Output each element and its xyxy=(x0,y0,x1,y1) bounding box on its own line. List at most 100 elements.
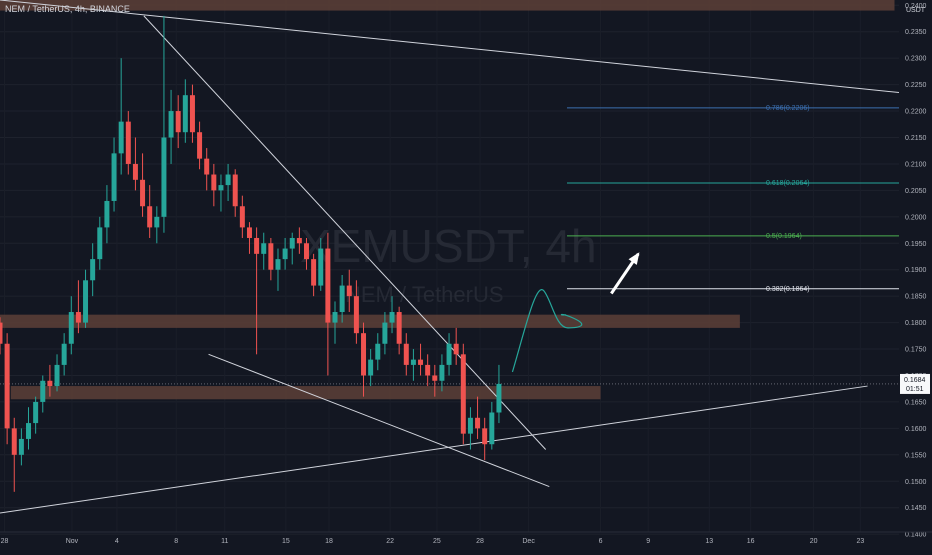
price-tick-label: 0.2300 xyxy=(905,56,927,63)
trendline-descending xyxy=(143,15,547,450)
candle-body xyxy=(18,438,24,455)
candle-body xyxy=(304,243,309,260)
watermark-symbol: XEMUSDT, 4h xyxy=(300,220,597,272)
candle-body xyxy=(61,343,67,365)
bullish-arrow-head xyxy=(628,252,640,265)
sr-zone xyxy=(0,314,740,328)
candle-body xyxy=(204,158,210,175)
candle-body xyxy=(246,227,252,238)
candle-body xyxy=(425,364,431,376)
time-tick-label: 18 xyxy=(325,538,333,545)
candle-body xyxy=(97,227,103,260)
last-price-tag-background xyxy=(900,373,930,394)
fib-level-label: 0.382(0.1864) xyxy=(766,286,810,293)
countdown-value: 01:51 xyxy=(906,386,924,393)
price-axis[interactable]: USDT 0.2400 0.2350 0.2300 0.2250 0.2200 0.215… xyxy=(899,0,932,539)
price-tick-label: 0.2150 xyxy=(905,135,927,142)
time-tick-label: 15 xyxy=(282,538,290,545)
candle-body xyxy=(197,132,203,159)
trendline-layer xyxy=(0,0,900,514)
time-tick-label: 23 xyxy=(856,538,864,545)
price-tick-label: 0.2200 xyxy=(905,109,927,116)
time-tick-label: 13 xyxy=(705,538,713,545)
candle-body xyxy=(311,259,317,286)
sr-zone xyxy=(0,0,895,11)
candle-body xyxy=(68,312,74,344)
price-axis-background xyxy=(899,0,932,532)
time-tick-label: Nov xyxy=(66,538,79,545)
candle-body xyxy=(125,121,131,164)
watermark-subtitle: NEM / TetherUS xyxy=(345,282,504,307)
price-tick-label: 0.2250 xyxy=(905,82,927,89)
trendline-lower xyxy=(208,353,550,488)
candle-body xyxy=(296,237,302,244)
candle-body xyxy=(154,216,160,228)
candle-body xyxy=(389,312,395,323)
fib-layer: 0.786(0.2206) 0.618(0.2064) 0.5(0.1964) 0.3… xyxy=(567,105,899,293)
candle-body xyxy=(11,428,17,455)
candle-body xyxy=(232,174,238,207)
candle-body xyxy=(147,206,153,228)
candle-body xyxy=(318,248,324,286)
price-tick-label: 0.2350 xyxy=(905,29,927,36)
candle-body xyxy=(218,185,224,191)
time-tick-label: 28 xyxy=(1,538,9,545)
annotation-layer xyxy=(511,252,640,373)
candle-body xyxy=(410,359,416,365)
candle-body xyxy=(54,364,60,387)
candle-body xyxy=(418,359,424,365)
price-tick-label: 0.1400 xyxy=(905,532,927,539)
fib-level-label: 0.786(0.2206) xyxy=(766,105,810,112)
time-tick-label: 20 xyxy=(810,538,818,545)
time-tick-label: 22 xyxy=(386,538,394,545)
candle-body xyxy=(396,312,402,344)
candle-body xyxy=(175,111,181,133)
candle-body xyxy=(446,343,452,365)
candle-body xyxy=(453,343,459,355)
candle-body xyxy=(467,417,473,434)
candle-body xyxy=(0,322,3,344)
candle-body xyxy=(75,312,81,323)
price-tick-label: 0.1800 xyxy=(905,320,927,327)
price-tick-label: 0.2000 xyxy=(905,214,927,221)
price-tick-label: 0.1500 xyxy=(905,479,927,486)
candle-body xyxy=(432,375,438,381)
candle-body xyxy=(375,343,381,360)
trendline-upper xyxy=(0,0,900,94)
price-tick-label: 0.1600 xyxy=(905,426,927,433)
projection-curve xyxy=(511,288,583,373)
time-axis[interactable]: 28 Nov 4 8 11 15 18 22 25 28 Dec 6 9 13 16 20 23 xyxy=(0,531,932,545)
zone-layer xyxy=(0,0,899,400)
trendline-rising xyxy=(0,385,868,514)
candle-body xyxy=(332,312,338,323)
time-tick-label: 28 xyxy=(476,538,484,545)
candle-body xyxy=(254,237,260,254)
candle-body xyxy=(189,95,195,133)
price-tick-label: 0.1450 xyxy=(905,505,927,512)
candle-body xyxy=(339,285,345,313)
candle-body xyxy=(182,95,188,133)
candle-body xyxy=(496,383,502,413)
fib-level-label: 0.618(0.2064) xyxy=(766,180,810,187)
price-tick-label: 0.2100 xyxy=(905,161,927,168)
candle-body xyxy=(40,380,46,402)
time-tick-label: 25 xyxy=(433,538,441,545)
time-tick-label: 8 xyxy=(174,538,178,545)
candle-body xyxy=(475,417,481,429)
candle-body xyxy=(211,174,217,191)
candle-body xyxy=(439,364,445,381)
candle-body xyxy=(118,121,124,154)
candle-body xyxy=(289,237,295,249)
candle-body xyxy=(325,248,331,323)
candle-body xyxy=(482,428,488,445)
price-tick-label: 0.1550 xyxy=(905,452,927,459)
candle-body xyxy=(104,200,110,228)
candle-body xyxy=(33,401,39,424)
price-tick-label: 0.2050 xyxy=(905,188,927,195)
candle-body xyxy=(132,163,138,180)
last-price-value: 0.1684 xyxy=(904,377,926,384)
last-price-tag: 0.1684 01:51 xyxy=(900,373,930,394)
